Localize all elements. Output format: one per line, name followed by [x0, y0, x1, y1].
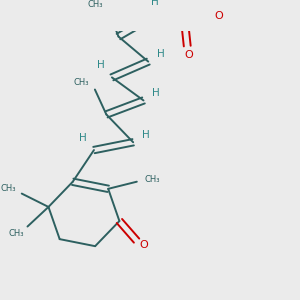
Text: CH₃: CH₃: [74, 78, 89, 87]
Text: CH₃: CH₃: [144, 176, 160, 184]
Text: H: H: [97, 60, 104, 70]
Text: H: H: [152, 88, 160, 98]
Text: H: H: [79, 133, 86, 142]
Text: O: O: [140, 240, 148, 250]
Text: O: O: [185, 50, 194, 60]
Text: O: O: [214, 11, 223, 21]
Text: H: H: [142, 130, 149, 140]
Text: H: H: [152, 0, 159, 8]
Text: CH₃: CH₃: [88, 0, 103, 9]
Text: H: H: [157, 50, 164, 59]
Text: CH₃: CH₃: [1, 184, 16, 193]
Text: CH₃: CH₃: [8, 229, 24, 238]
